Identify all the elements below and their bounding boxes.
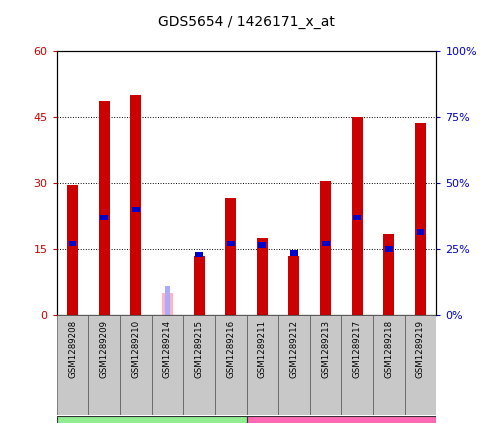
Bar [415, 124, 426, 315]
Text: GSM1289213: GSM1289213 [321, 320, 330, 378]
Bar [152, 315, 183, 415]
Bar [100, 215, 108, 220]
Text: GSM1289215: GSM1289215 [195, 320, 204, 378]
Bar [288, 255, 299, 315]
Text: GSM1289219: GSM1289219 [416, 320, 425, 378]
Text: GSM1289217: GSM1289217 [352, 320, 362, 378]
Bar [165, 286, 170, 315]
Text: GSM1289218: GSM1289218 [385, 320, 393, 378]
Text: GSM1289210: GSM1289210 [131, 320, 141, 378]
Bar [385, 246, 393, 252]
Bar [88, 315, 120, 415]
Bar [132, 207, 140, 212]
Bar [215, 315, 246, 415]
Bar [183, 315, 215, 415]
Bar [162, 293, 173, 315]
Bar [246, 416, 436, 423]
Text: GSM1289209: GSM1289209 [100, 320, 108, 378]
Bar [352, 117, 363, 315]
Text: GSM1289212: GSM1289212 [289, 320, 298, 378]
Bar [353, 215, 361, 220]
Bar [417, 229, 424, 234]
Bar [120, 315, 152, 415]
Bar [290, 250, 298, 255]
Bar [258, 242, 266, 248]
Bar [130, 95, 141, 315]
Bar [320, 181, 331, 315]
Text: GSM1289211: GSM1289211 [258, 320, 267, 378]
Bar [194, 255, 205, 315]
Bar [321, 241, 329, 246]
Bar [373, 315, 405, 415]
Bar [227, 241, 235, 246]
Bar [67, 185, 78, 315]
Text: GSM1289214: GSM1289214 [163, 320, 172, 378]
Bar [99, 102, 109, 315]
Bar [195, 252, 203, 257]
Text: GSM1289216: GSM1289216 [226, 320, 235, 378]
Bar [405, 315, 436, 415]
Bar [310, 315, 341, 415]
Bar [57, 315, 88, 415]
Bar [278, 315, 310, 415]
Text: GSM1289208: GSM1289208 [68, 320, 77, 378]
Text: GDS5654 / 1426171_x_at: GDS5654 / 1426171_x_at [158, 15, 335, 29]
Bar [225, 198, 236, 315]
Bar [69, 241, 76, 246]
Bar [57, 416, 246, 423]
Bar [384, 233, 394, 315]
Bar [341, 315, 373, 415]
Bar [257, 238, 268, 315]
Bar [246, 315, 278, 415]
